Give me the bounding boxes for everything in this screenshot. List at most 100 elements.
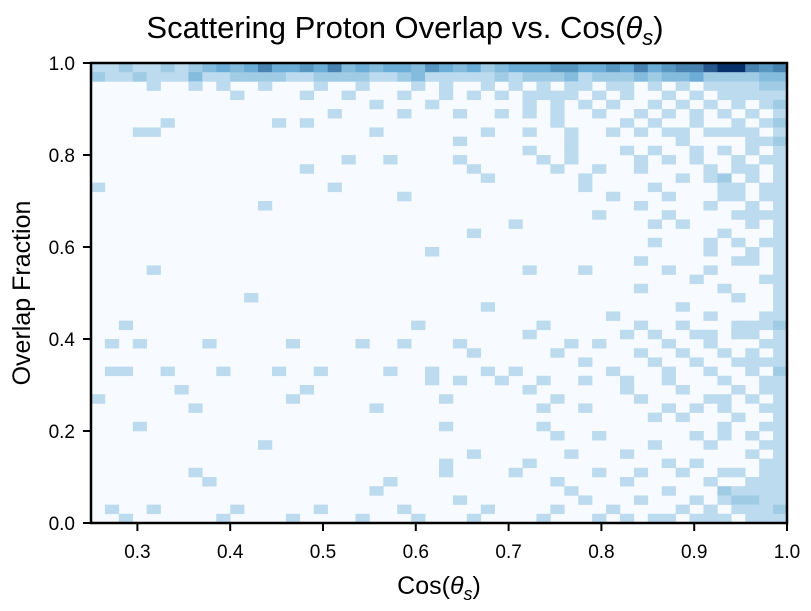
heatmap-cell: [564, 63, 579, 73]
heatmap-cell: [146, 63, 161, 73]
heatmap-cell: [341, 63, 356, 73]
heatmap-cell: [661, 339, 676, 349]
x-tick-label: 0.6: [403, 542, 429, 563]
heatmap-cell: [383, 477, 398, 487]
heatmap-cell: [619, 375, 635, 386]
heatmap-cell: [397, 72, 412, 82]
heatmap-cell: [271, 63, 287, 73]
heatmap-cell: [745, 90, 760, 101]
heatmap-cell: [773, 320, 788, 331]
heatmap-cell: [216, 81, 231, 91]
heatmap-cell: [578, 72, 593, 82]
heatmap-cell: [313, 366, 328, 377]
heatmap-cell: [619, 63, 635, 73]
heatmap-cell: [174, 385, 189, 395]
y-tick-label: 0.6: [49, 238, 75, 259]
heatmap-cell: [216, 72, 231, 82]
heatmap-cell: [703, 366, 718, 377]
heatmap-cell: [550, 431, 565, 441]
heatmap-cell: [745, 477, 760, 487]
heatmap-cell: [508, 219, 523, 229]
heatmap-cell: [578, 495, 593, 505]
heatmap-cell: [606, 504, 621, 515]
heatmap-cell: [661, 366, 676, 377]
x-tick-label: 1.0: [774, 542, 800, 563]
heatmap-cell: [745, 201, 760, 211]
heatmap-cell: [745, 504, 760, 515]
heatmap-cell: [355, 81, 370, 91]
heatmap-cell: [633, 127, 649, 137]
heatmap-cell: [592, 72, 607, 82]
heatmap-cell: [146, 81, 161, 91]
heatmap-cell: [759, 385, 774, 395]
heatmap-cell: [313, 504, 328, 515]
heatmap-cell: [522, 90, 537, 101]
heatmap-cell: [466, 90, 482, 101]
y-tick-label: 0.2: [49, 422, 75, 443]
heatmap-cell: [703, 311, 718, 321]
x-tick-label: 0.8: [588, 542, 614, 563]
heatmap-cell: [452, 495, 468, 505]
heatmap-cell: [703, 247, 718, 257]
heatmap-cell: [578, 182, 593, 193]
heatmap-cell: [564, 339, 579, 349]
heatmap-cell: [745, 247, 760, 257]
heatmap-cell: [759, 63, 774, 73]
heatmap-cell: [299, 385, 315, 395]
heatmap-cell: [564, 72, 579, 82]
heatmap-cell: [731, 495, 746, 505]
heatmap-cell: [285, 513, 301, 524]
heatmap-cell: [425, 72, 440, 82]
heatmap-cell: [480, 127, 495, 137]
heatmap-cell: [606, 127, 621, 137]
heatmap-cell: [675, 72, 690, 82]
heatmap-cell: [661, 458, 676, 469]
heatmap-cell: [258, 440, 273, 450]
heatmap-cell: [773, 375, 788, 386]
heatmap-cell: [647, 118, 663, 128]
heatmap-cell: [717, 228, 732, 239]
heatmap-cell: [619, 81, 635, 91]
heatmap-cell: [216, 63, 231, 73]
heatmap-cell: [146, 504, 161, 515]
heatmap-cell: [564, 145, 579, 156]
heatmap-cell: [703, 164, 718, 174]
heatmap-cell: [745, 219, 760, 229]
heatmap-cell: [759, 375, 774, 386]
heatmap-cell: [773, 412, 788, 423]
heatmap-cell: [592, 467, 607, 478]
heatmap-cell: [439, 458, 454, 469]
heatmap-cell: [619, 385, 635, 395]
heatmap-cell: [327, 63, 342, 73]
heatmap-cell: [759, 237, 774, 248]
heatmap-cell: [773, 440, 788, 450]
heatmap-cell: [592, 513, 607, 524]
heatmap-cell: [452, 155, 468, 165]
heatmap-cell: [508, 467, 523, 478]
heatmap-cell: [773, 63, 788, 73]
heatmap-cell: [522, 385, 537, 395]
heatmap-cell: [522, 145, 537, 156]
heatmap-cell: [675, 219, 690, 229]
heatmap-cell: [564, 136, 579, 147]
heatmap-cell: [606, 81, 621, 91]
heatmap-cell: [299, 90, 315, 101]
heatmap-cell: [202, 339, 217, 349]
x-axis: 0.3 0.4 0.5 0.6 0.7 0.8 0.9 1.0: [124, 523, 800, 563]
heatmap-cell: [230, 90, 245, 101]
heatmap-cell: [550, 72, 565, 82]
heatmap-cell: [717, 513, 732, 524]
heatmap-cell: [773, 145, 788, 156]
heatmap-cell: [592, 431, 607, 441]
heatmap-cell: [522, 265, 537, 275]
heatmap-cell: [731, 293, 746, 303]
heatmap-cell: [146, 265, 161, 275]
heatmap-cell: [411, 320, 426, 331]
heatmap-cell: [773, 348, 788, 358]
heatmap-cell: [731, 237, 746, 248]
heatmap-cell: [592, 63, 607, 73]
heatmap-cell: [689, 329, 704, 340]
heatmap-cell: [355, 513, 370, 524]
heatmap-cell: [689, 495, 704, 505]
heatmap-cell: [480, 63, 495, 73]
